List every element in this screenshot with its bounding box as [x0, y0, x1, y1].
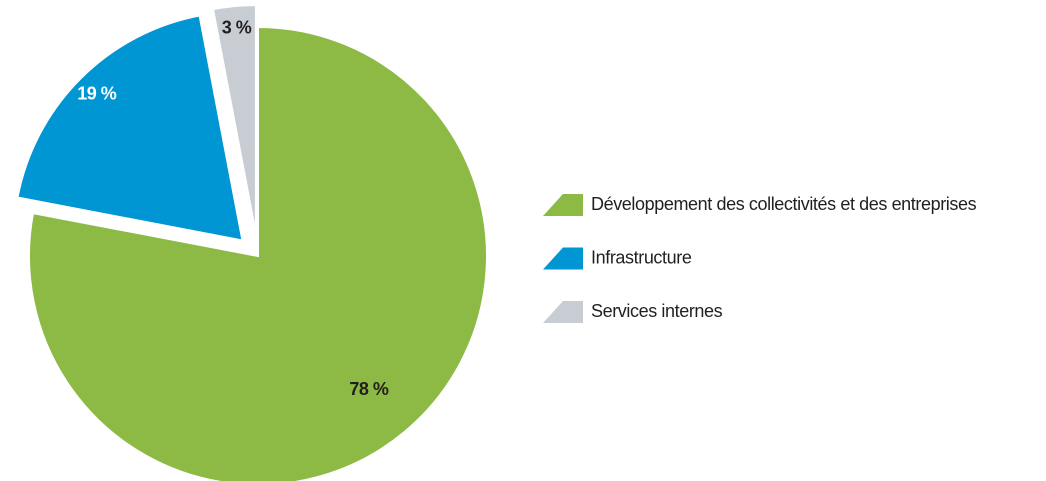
slice-label: 3 % [222, 18, 252, 38]
legend-swatch [543, 247, 583, 270]
legend-label: Services internes [591, 301, 723, 321]
pie-slice [28, 25, 488, 481]
pie-slice [16, 14, 244, 242]
pie-slice [211, 4, 257, 235]
legend-label: Développement des collectivités et des e… [591, 194, 977, 214]
slice-label: 19 % [77, 83, 117, 103]
legend-label: Infrastructure [591, 247, 692, 267]
legend-swatch [543, 194, 583, 216]
slice-label: 78 % [349, 379, 389, 399]
legend-swatch [543, 301, 583, 323]
